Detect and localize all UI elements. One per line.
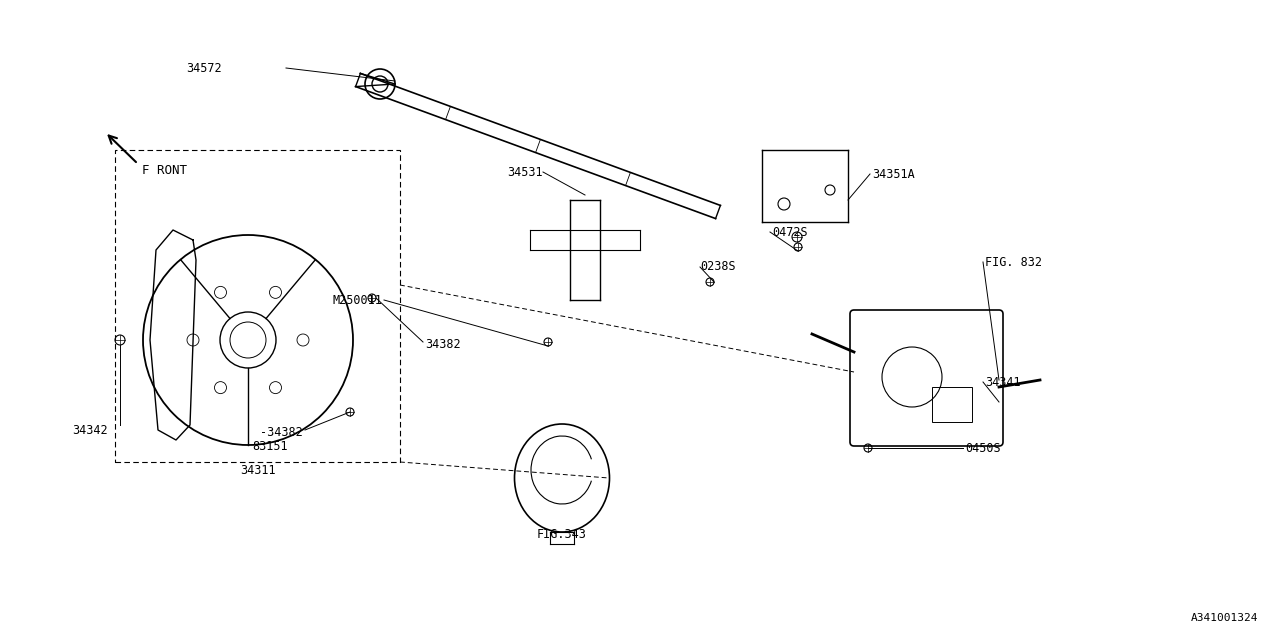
Text: FIG.343: FIG.343: [538, 529, 588, 541]
Text: 83151: 83151: [252, 440, 288, 454]
Text: 34351A: 34351A: [872, 168, 915, 180]
Bar: [932, 387, 972, 422]
Text: 34531: 34531: [507, 166, 543, 179]
Text: 34341: 34341: [986, 376, 1020, 388]
Text: 34342: 34342: [72, 424, 108, 436]
Text: 34572: 34572: [187, 61, 221, 74]
Text: 0450S: 0450S: [965, 442, 1001, 454]
Text: F RONT: F RONT: [142, 163, 187, 177]
Text: -34382: -34382: [260, 426, 303, 438]
Text: M250011: M250011: [332, 294, 381, 307]
Bar: [115, 150, 399, 462]
Text: FIG. 832: FIG. 832: [986, 255, 1042, 269]
Text: 34311: 34311: [241, 463, 275, 477]
Text: 34382: 34382: [425, 337, 461, 351]
Text: A341001324: A341001324: [1190, 613, 1258, 623]
Text: 0472S: 0472S: [772, 225, 808, 239]
Text: 0238S: 0238S: [700, 260, 736, 273]
